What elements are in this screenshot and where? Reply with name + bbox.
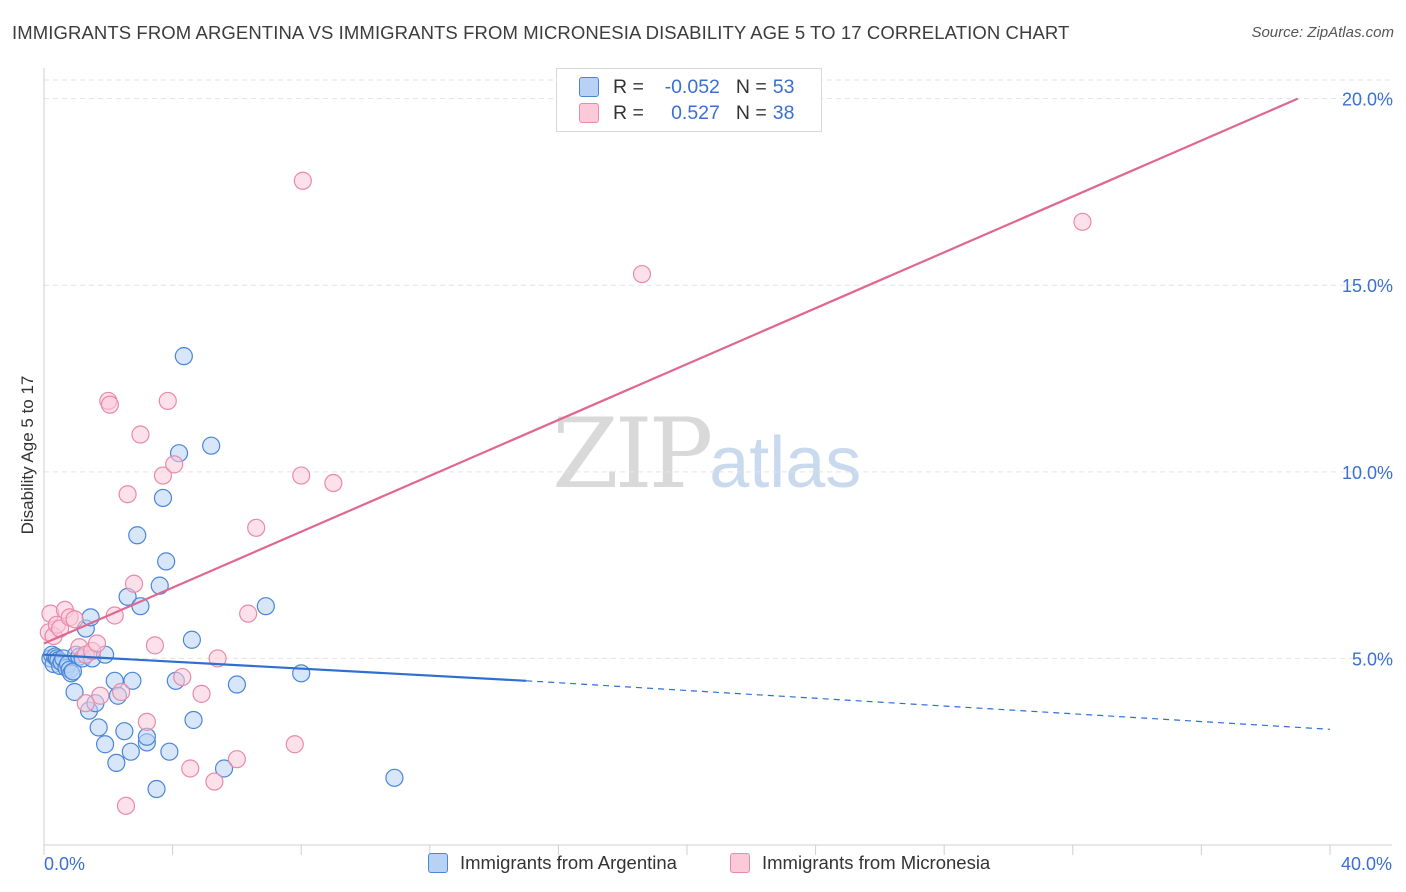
watermark-zip: ZIP xyxy=(552,398,713,510)
legend-n-value: 38 xyxy=(772,101,795,124)
point-argentina xyxy=(107,753,126,773)
point-micronesia xyxy=(145,636,165,655)
point-argentina xyxy=(115,722,134,741)
point-micronesia xyxy=(65,610,84,629)
point-argentina xyxy=(65,682,84,702)
legend-n-label: N = xyxy=(735,75,767,98)
point-micronesia xyxy=(293,171,312,190)
legend-n-label: N = xyxy=(735,101,767,124)
watermark: ZIPatlas xyxy=(552,398,861,510)
legend-item-micronesia[interactable]: Immigrants from Micronesia xyxy=(730,852,990,874)
point-micronesia xyxy=(292,466,311,485)
legend-r-label: R = xyxy=(613,75,644,98)
point-micronesia xyxy=(116,796,136,815)
y-tick-label: 5.0% xyxy=(1352,649,1393,669)
legend-n-value: 53 xyxy=(772,75,795,98)
point-argentina xyxy=(184,710,203,730)
point-micronesia xyxy=(208,649,227,668)
point-argentina xyxy=(227,675,246,694)
point-argentina xyxy=(123,671,142,690)
point-argentina xyxy=(131,597,150,616)
stats-legend: R = -0.052 N = 53 R = 0.527 N = 38 xyxy=(556,68,822,132)
point-micronesia xyxy=(181,759,200,778)
legend-swatch-micronesia xyxy=(730,853,750,873)
point-micronesia xyxy=(137,712,156,731)
point-argentina xyxy=(160,742,179,761)
x-tick-label: 0.0% xyxy=(44,854,85,874)
legend-swatch-argentina xyxy=(579,77,599,97)
trend-line-argentina xyxy=(43,653,527,682)
legend-row-argentina: R = -0.052 N = 53 xyxy=(579,75,794,99)
point-micronesia xyxy=(124,574,144,593)
y-tick-label: 10.0% xyxy=(1342,463,1393,483)
point-argentina xyxy=(182,630,201,649)
point-micronesia xyxy=(112,682,131,702)
point-argentina xyxy=(128,526,147,545)
legend-label-argentina: Immigrants from Argentina xyxy=(460,852,677,873)
point-micronesia xyxy=(131,425,150,444)
legend-r-value: -0.052 xyxy=(664,75,720,98)
series-legend: Immigrants from Argentina Immigrants fro… xyxy=(0,852,1406,878)
point-argentina xyxy=(214,759,234,778)
watermark-atlas: atlas xyxy=(709,423,862,503)
legend-r-value: 0.527 xyxy=(671,101,720,124)
point-micronesia xyxy=(165,455,184,474)
legend-label-micronesia: Immigrants from Micronesia xyxy=(762,852,991,873)
chart-title: IMMIGRANTS FROM ARGENTINA VS IMMIGRANTS … xyxy=(12,22,1070,43)
point-micronesia xyxy=(153,466,173,485)
point-argentina xyxy=(174,347,193,366)
point-micronesia xyxy=(227,750,246,769)
point-argentina xyxy=(89,718,108,737)
point-argentina xyxy=(95,735,115,754)
source-label: Source: ZipAtlas.com xyxy=(1251,24,1394,41)
point-micronesia xyxy=(91,686,110,705)
point-argentina xyxy=(385,768,404,787)
point-micronesia xyxy=(239,604,258,623)
point-micronesia xyxy=(205,772,224,791)
legend-item-argentina[interactable]: Immigrants from Argentina xyxy=(428,852,677,874)
point-micronesia xyxy=(118,485,137,504)
legend-swatch-argentina xyxy=(428,853,448,873)
point-micronesia xyxy=(632,264,652,284)
point-argentina xyxy=(157,552,176,571)
trend-line-micronesia xyxy=(43,97,1299,645)
point-micronesia xyxy=(100,395,120,414)
point-argentina xyxy=(202,436,221,455)
legend-row-micronesia: R = 0.527 N = 38 xyxy=(579,101,794,125)
trend-line-argentina-extension xyxy=(526,680,1331,730)
point-argentina xyxy=(153,488,173,508)
y-tick-label: 20.0% xyxy=(1342,90,1393,110)
legend-swatch-micronesia xyxy=(579,103,599,123)
point-micronesia xyxy=(87,634,107,653)
point-micronesia xyxy=(1073,212,1092,231)
point-argentina xyxy=(147,779,166,799)
point-argentina xyxy=(121,742,140,761)
point-micronesia xyxy=(247,518,266,537)
point-micronesia xyxy=(324,473,343,493)
y-tick-label: 15.0% xyxy=(1342,276,1393,296)
point-micronesia xyxy=(192,684,211,703)
x-tick-label: 40.0% xyxy=(1341,854,1392,874)
point-argentina xyxy=(256,597,275,616)
point-micronesia xyxy=(173,667,192,687)
point-micronesia xyxy=(76,694,95,713)
legend-r-label: R = xyxy=(613,101,644,124)
point-micronesia xyxy=(285,735,304,754)
point-micronesia xyxy=(158,391,177,411)
